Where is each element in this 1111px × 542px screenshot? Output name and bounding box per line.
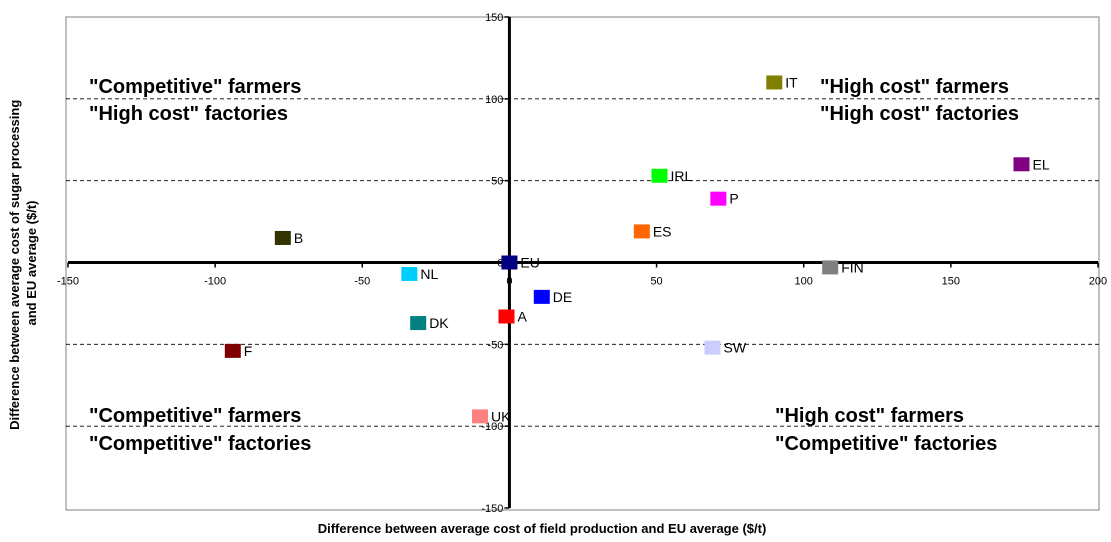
quadrant-top-right-line-1: "High cost" farmers <box>820 76 1009 98</box>
data-label-dk: DK <box>429 315 449 331</box>
data-label-es: ES <box>653 223 672 239</box>
data-label-nl: NL <box>420 266 438 282</box>
x-tick-label: 200 <box>1089 276 1107 288</box>
quadrant-bottom-left-line-2: "Competitive" factories <box>89 433 311 455</box>
y-tick-label: -50 <box>488 339 504 351</box>
data-label-uk: UK <box>491 408 511 424</box>
data-point-it <box>766 75 783 90</box>
quadrant-top-left-line-2: "High cost" factories <box>89 103 288 125</box>
data-label-f: F <box>244 343 253 359</box>
y-axis-title: Difference between average cost of sugar… <box>7 96 39 430</box>
data-point-f <box>224 343 241 358</box>
data-point-uk <box>472 409 488 424</box>
quadrant-bottom-right-line-2: "Competitive" factories <box>775 433 997 455</box>
x-tick-label: 100 <box>795 276 813 288</box>
tick-labels: -150 -100 -50 0 50 100 150 200 -150 -100 -50 0 50 100… <box>57 12 1107 515</box>
data-point-b <box>274 230 291 245</box>
x-tick-label: -150 <box>57 276 79 288</box>
data-point-nl <box>401 266 418 281</box>
data-label-a: A <box>517 309 527 325</box>
data-points: IT EL IRL P ES B EU FIN NL DE A DK SW F UK <box>224 74 1050 424</box>
data-point-es <box>633 224 650 239</box>
x-tick-label: 150 <box>942 276 960 288</box>
y-tick-label: 100 <box>485 94 503 106</box>
quadrant-labels: "Competitive" farmers "High cost" factor… <box>89 76 1019 455</box>
data-label-p: P <box>729 191 738 207</box>
data-point-dk <box>410 316 427 331</box>
x-tick-label: -100 <box>204 276 226 288</box>
quadrant-bottom-left-line-1: "Competitive" farmers <box>89 405 301 427</box>
data-point-eu <box>501 255 518 270</box>
y-tick-label: -100 <box>481 421 503 433</box>
x-tick-label: 0 <box>506 276 512 288</box>
y-tick-label: -150 <box>481 503 503 515</box>
x-axis-title: Difference between average cost of field… <box>318 521 767 536</box>
data-point-irl <box>651 168 668 183</box>
data-point-de <box>533 289 550 304</box>
data-point-sw <box>704 340 721 355</box>
data-point-fin <box>822 260 839 275</box>
y-tick-label: 150 <box>485 12 503 24</box>
data-label-it: IT <box>785 74 798 90</box>
quadrant-bottom-right-line-1: "High cost" farmers <box>775 405 964 427</box>
data-label-irl: IRL <box>671 168 693 184</box>
y-tick-label: 50 <box>491 176 503 188</box>
x-tick-label: 50 <box>650 276 662 288</box>
quadrant-top-right-line-2: "High cost" factories <box>820 103 1019 125</box>
data-label-eu: EU <box>520 255 539 271</box>
data-label-de: DE <box>553 289 572 305</box>
data-label-fin: FIN <box>841 259 864 275</box>
data-point-p <box>710 191 727 206</box>
x-tick-label: -50 <box>354 276 370 288</box>
quadrant-top-left-line-1: "Competitive" farmers <box>89 76 301 98</box>
data-label-sw: SW <box>723 340 746 356</box>
data-point-el <box>1013 157 1030 172</box>
data-point-a <box>498 309 515 324</box>
data-label-el: EL <box>1032 156 1049 172</box>
data-label-b: B <box>294 230 303 246</box>
y-axis-title-line-2: and EU average ($/t) <box>24 201 39 326</box>
y-tick-label: 0 <box>497 258 503 270</box>
y-axis-title-line-1: Difference between average cost of sugar… <box>7 100 22 430</box>
